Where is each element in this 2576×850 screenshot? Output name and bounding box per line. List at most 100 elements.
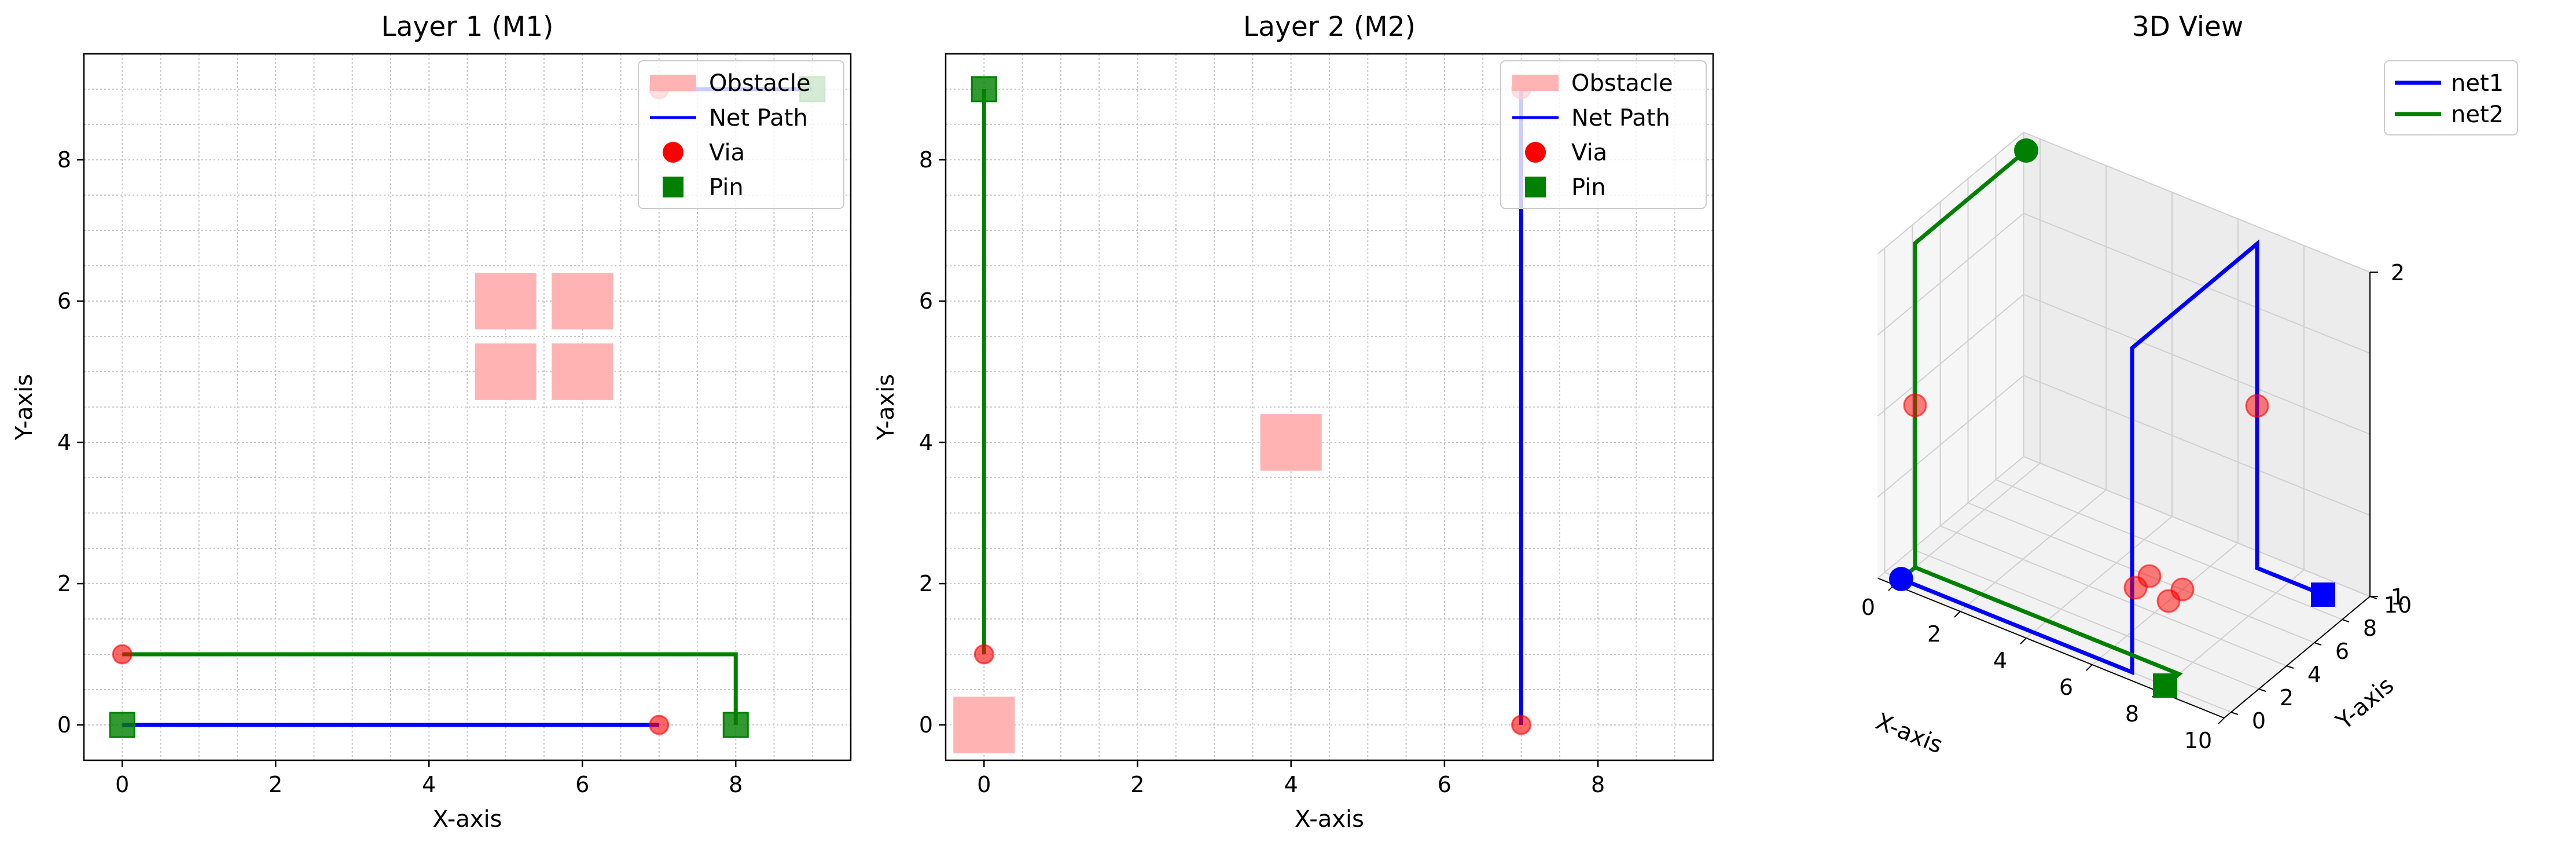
net-series-line: [1913, 149, 2028, 567]
chart-title: 3D View: [2132, 11, 2244, 43]
x-tick-mark: [1954, 611, 1961, 618]
x-tick-label: 6: [575, 772, 589, 797]
legend-obstacle-swatch: [650, 75, 696, 91]
legend-label: Net Path: [1571, 105, 1670, 131]
legend-label: Pin: [709, 174, 744, 201]
legend-label: Obstacle: [709, 70, 811, 97]
legend-box: [2384, 60, 2518, 135]
x-tick-label: 0: [977, 772, 991, 797]
y-axis-label: Y-axis: [11, 374, 38, 441]
y-tick-label: 4: [57, 430, 71, 455]
x-tick-label: 0: [1861, 595, 1875, 620]
y-tick-label: 2: [2280, 685, 2294, 710]
legend-label: net2: [2451, 101, 2504, 128]
pin-marker: [971, 76, 997, 102]
x-tick-label: 0: [115, 772, 129, 797]
via-marker: [2170, 577, 2195, 602]
grid-line-z: [1877, 131, 2371, 273]
x-tick-label: 6: [2059, 675, 2073, 700]
x-tick-label: 8: [2125, 701, 2139, 727]
layer2-panel: 0 2 4 6 8 0 2 4 6 8 Layer 2 (M2) X-axis Y-axis Obstac…: [873, 11, 1714, 833]
y-tick-mark: [2286, 665, 2294, 669]
x-tick-label: 6: [1438, 772, 1451, 797]
x-tick-mark: [2086, 664, 2093, 671]
legend-obstacle-swatch: [1512, 75, 1559, 91]
y-tick-label: 8: [57, 147, 71, 173]
y-tick-label: 4: [919, 430, 933, 455]
y-tick-label: 0: [2252, 708, 2266, 734]
legend-label: Pin: [1571, 174, 1606, 201]
via-marker: [649, 715, 670, 735]
x-tick-label: 8: [1591, 772, 1605, 797]
obstacle: [475, 343, 536, 400]
obstacle: [552, 273, 613, 329]
y-tick-mark: [2342, 619, 2350, 622]
legend-pin-swatch: [1525, 177, 1546, 197]
x-tick-label: 2: [1927, 621, 1941, 647]
y-tick-label: 4: [2307, 662, 2321, 687]
endpoint-marker: [2153, 673, 2177, 698]
x-axis-label: X-axis: [1295, 806, 1364, 833]
legend-via-swatch: [1525, 142, 1546, 163]
legend-box: [638, 60, 844, 209]
grid-line-z: [1877, 456, 2371, 597]
obstacle: [475, 273, 536, 329]
obstacle: [552, 343, 613, 400]
via-marker: [2245, 394, 2269, 418]
x-tick-mark: [2020, 637, 2027, 644]
y-tick-label: 8: [919, 147, 933, 173]
grid-line-z: [1877, 294, 2371, 435]
axes-frame: [945, 53, 1714, 761]
y-axis-label: Y-axis: [873, 374, 899, 441]
legend-label: net1: [2451, 70, 2504, 97]
x-tick-label: 2: [269, 772, 282, 797]
y-tick-label: 6: [57, 288, 71, 314]
x-tick-label: 4: [422, 772, 436, 797]
y-tick-label: 8: [2363, 615, 2377, 641]
y-tick-label: 6: [2335, 639, 2349, 664]
net-path: [122, 652, 738, 725]
x-tick-label: 8: [729, 772, 743, 797]
grid-line-z: [1877, 375, 2371, 516]
y-tick-label: 0: [919, 712, 933, 738]
x-tick-label: 4: [1284, 772, 1298, 797]
chart-title: Layer 2 (M2): [1243, 11, 1416, 43]
via-marker: [2137, 564, 2162, 588]
obstacle: [953, 697, 1015, 753]
legend-label: Net Path: [709, 105, 808, 131]
y-tick-label: 2: [919, 571, 933, 596]
y-tick-label: 0: [57, 712, 71, 738]
layer1-panel: 0 2 4 6 8 0 2 4 6 8 Layer 1 (M1) X-axis Y-axis Obstac…: [11, 11, 852, 833]
pin-marker: [109, 712, 135, 738]
endpoint-marker: [2014, 138, 2038, 163]
chart-title: Layer 1 (M1): [381, 11, 554, 43]
legend-label: Via: [709, 140, 745, 166]
legend-label: Obstacle: [1571, 70, 1673, 97]
x-tick-label: 4: [1993, 648, 2007, 673]
axes-frame: [83, 53, 852, 761]
via-marker: [1511, 715, 1531, 735]
y-tick-mark: [2258, 688, 2266, 692]
obstacle: [1260, 414, 1322, 471]
via-marker: [112, 644, 133, 665]
via-marker: [973, 644, 994, 665]
z-tick-label: 1: [2391, 584, 2405, 610]
x-tick-mark: [2218, 717, 2225, 724]
legend-via-swatch: [663, 142, 683, 163]
x-axis-label: X-axis: [433, 806, 502, 833]
y-tick-label: 6: [919, 288, 933, 314]
via-marker: [1903, 393, 1927, 417]
y-tick-label: 10: [2384, 592, 2412, 618]
grid-line-z: [1877, 212, 2371, 354]
x-tick-label: 10: [2184, 728, 2212, 753]
legend-box: [1500, 60, 1707, 209]
net-series-line: [1900, 239, 2324, 676]
y-tick-mark: [2230, 712, 2239, 715]
y-tick-mark: [2314, 642, 2322, 646]
legend-pin-swatch: [663, 177, 683, 197]
endpoint-marker: [2311, 582, 2335, 607]
legend-label: Via: [1571, 140, 1607, 166]
endpoint-marker: [1889, 567, 1913, 591]
x-tick-label: 2: [1130, 772, 1144, 797]
